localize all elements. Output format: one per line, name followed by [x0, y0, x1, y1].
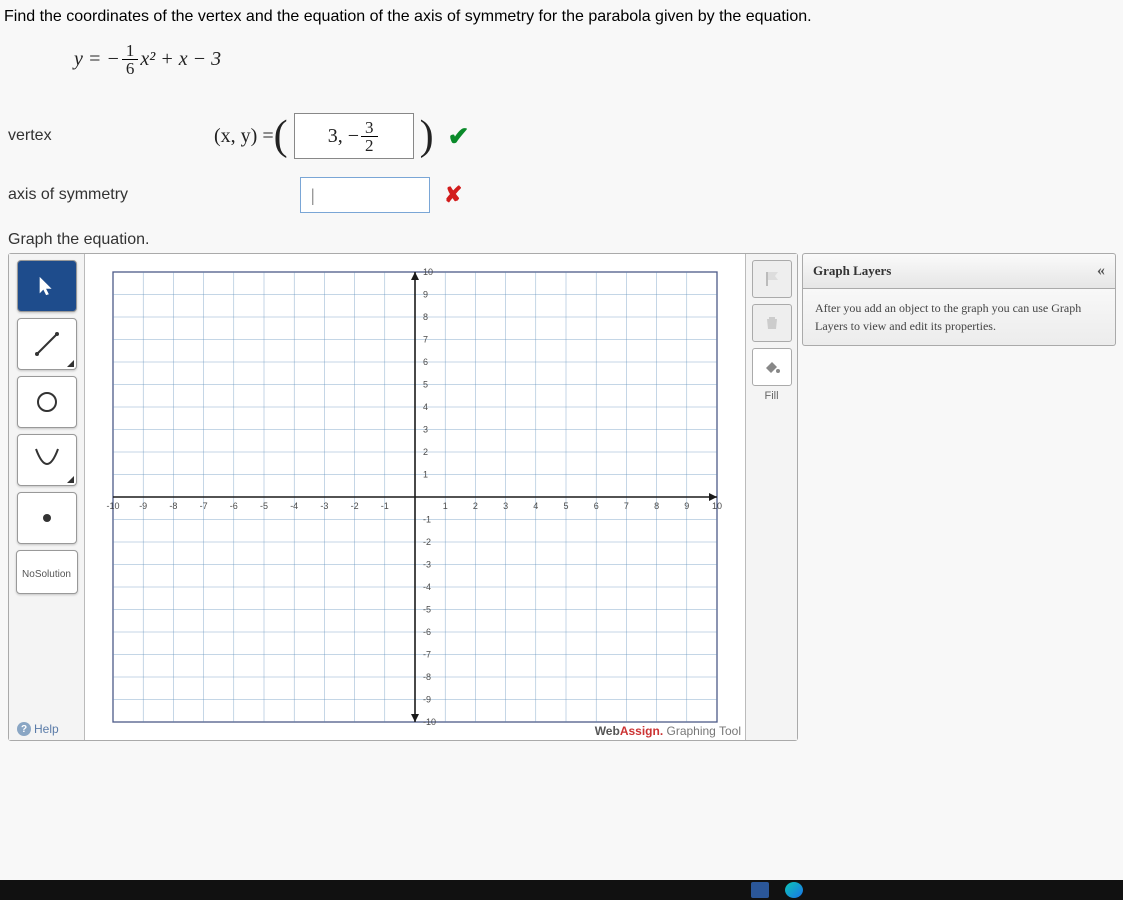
flag-icon — [763, 270, 781, 288]
check-icon: ✔ — [448, 121, 470, 152]
svg-text:-5: -5 — [260, 501, 268, 511]
svg-text:-2: -2 — [351, 501, 359, 511]
branding: WebAssign. Graphing Tool — [595, 724, 741, 738]
fill-icon — [763, 358, 781, 376]
svg-text:-5: -5 — [423, 605, 431, 615]
svg-text:10: 10 — [712, 501, 722, 511]
graph-section-label: Graph the equation. — [8, 231, 1115, 249]
vertex-lhs: (x, y) = — [214, 125, 274, 148]
svg-text:2: 2 — [473, 501, 478, 511]
fill-button[interactable] — [752, 348, 792, 386]
question-prompt: Find the coordinates of the vertex and t… — [4, 6, 1115, 28]
pointer-icon — [36, 275, 58, 297]
svg-text:6: 6 — [423, 357, 428, 367]
circle-tool[interactable] — [17, 376, 77, 428]
svg-text:7: 7 — [423, 335, 428, 345]
pointer-tool[interactable] — [17, 260, 77, 312]
svg-text:-3: -3 — [320, 501, 328, 511]
trash-icon — [764, 315, 780, 331]
svg-text:-1: -1 — [381, 501, 389, 511]
svg-text:5: 5 — [563, 501, 568, 511]
svg-text:-10: -10 — [106, 501, 119, 511]
point-icon — [40, 511, 54, 525]
graphing-tool: No Solution ? Help -10-9-8-7-6-5-4-3-2-1… — [8, 253, 798, 741]
graph-layers-title: Graph Layers — [813, 263, 891, 279]
svg-text:3: 3 — [503, 501, 508, 511]
help-icon: ? — [17, 722, 31, 736]
svg-text:-7: -7 — [423, 650, 431, 660]
right-tool-column: Fill — [745, 254, 797, 740]
svg-text:-9: -9 — [423, 695, 431, 705]
svg-text:10: 10 — [423, 267, 433, 277]
equation-fraction: 1 6 — [122, 42, 139, 77]
axis-label: axis of symmetry — [4, 186, 214, 204]
help-link[interactable]: ? Help — [17, 722, 59, 736]
clear-button[interactable] — [752, 260, 792, 298]
equation: y = − 1 6 x² + x − 3 — [74, 42, 1115, 77]
delete-button[interactable] — [752, 304, 792, 342]
svg-text:2: 2 — [423, 447, 428, 457]
graph-canvas[interactable]: -10 -9 -8 -7 -6 -5 -4 -3 -2 -1 1 2 3 4 5 6 7 8 9 10 -10 -9 -8 -… — [85, 254, 745, 740]
parabola-tool[interactable] — [17, 434, 77, 486]
line-tool[interactable] — [17, 318, 77, 370]
svg-text:8: 8 — [654, 501, 659, 511]
collapse-icon[interactable]: « — [1097, 262, 1105, 280]
svg-text:-7: -7 — [200, 501, 208, 511]
vertex-answer-input[interactable]: 3, − 3 2 — [294, 113, 414, 159]
taskbar-app-word[interactable] — [751, 882, 769, 898]
svg-text:8: 8 — [423, 312, 428, 322]
svg-text:-8: -8 — [423, 672, 431, 682]
svg-text:5: 5 — [423, 380, 428, 390]
fill-label: Fill — [764, 390, 778, 402]
svg-text:1: 1 — [443, 501, 448, 511]
tool-palette: No Solution ? Help — [9, 254, 85, 740]
svg-text:-8: -8 — [169, 501, 177, 511]
parabola-icon — [32, 445, 62, 475]
cross-icon: ✘ — [444, 182, 462, 208]
graph-layers-body: After you add an object to the graph you… — [802, 289, 1116, 346]
taskbar-app-edge[interactable] — [785, 882, 803, 898]
svg-text:1: 1 — [423, 470, 428, 480]
graph-layers-panel: Graph Layers « After you add an object t… — [802, 253, 1116, 346]
svg-text:4: 4 — [423, 402, 428, 412]
svg-text:-6: -6 — [230, 501, 238, 511]
svg-text:6: 6 — [594, 501, 599, 511]
vertex-label: vertex — [4, 127, 214, 145]
svg-text:-1: -1 — [423, 515, 431, 525]
no-solution-button[interactable]: No Solution — [16, 550, 78, 594]
svg-text:3: 3 — [423, 425, 428, 435]
equation-suffix: x² + x − 3 — [140, 48, 221, 71]
svg-text:-9: -9 — [139, 501, 147, 511]
circle-icon — [33, 388, 61, 416]
graph-layers-header: Graph Layers « — [802, 253, 1116, 289]
svg-text:-4: -4 — [290, 501, 298, 511]
svg-text:-3: -3 — [423, 560, 431, 570]
axis-answer-input[interactable]: | — [300, 177, 430, 213]
taskbar — [0, 880, 1123, 900]
line-icon — [33, 330, 61, 358]
svg-text:-6: -6 — [423, 627, 431, 637]
point-tool[interactable] — [17, 492, 77, 544]
svg-text:-4: -4 — [423, 582, 431, 592]
svg-text:4: 4 — [533, 501, 538, 511]
svg-text:-2: -2 — [423, 537, 431, 547]
svg-text:7: 7 — [624, 501, 629, 511]
equation-prefix: y = − — [74, 48, 120, 71]
svg-text:9: 9 — [684, 501, 689, 511]
svg-text:9: 9 — [423, 290, 428, 300]
svg-text:-10: -10 — [423, 717, 436, 727]
